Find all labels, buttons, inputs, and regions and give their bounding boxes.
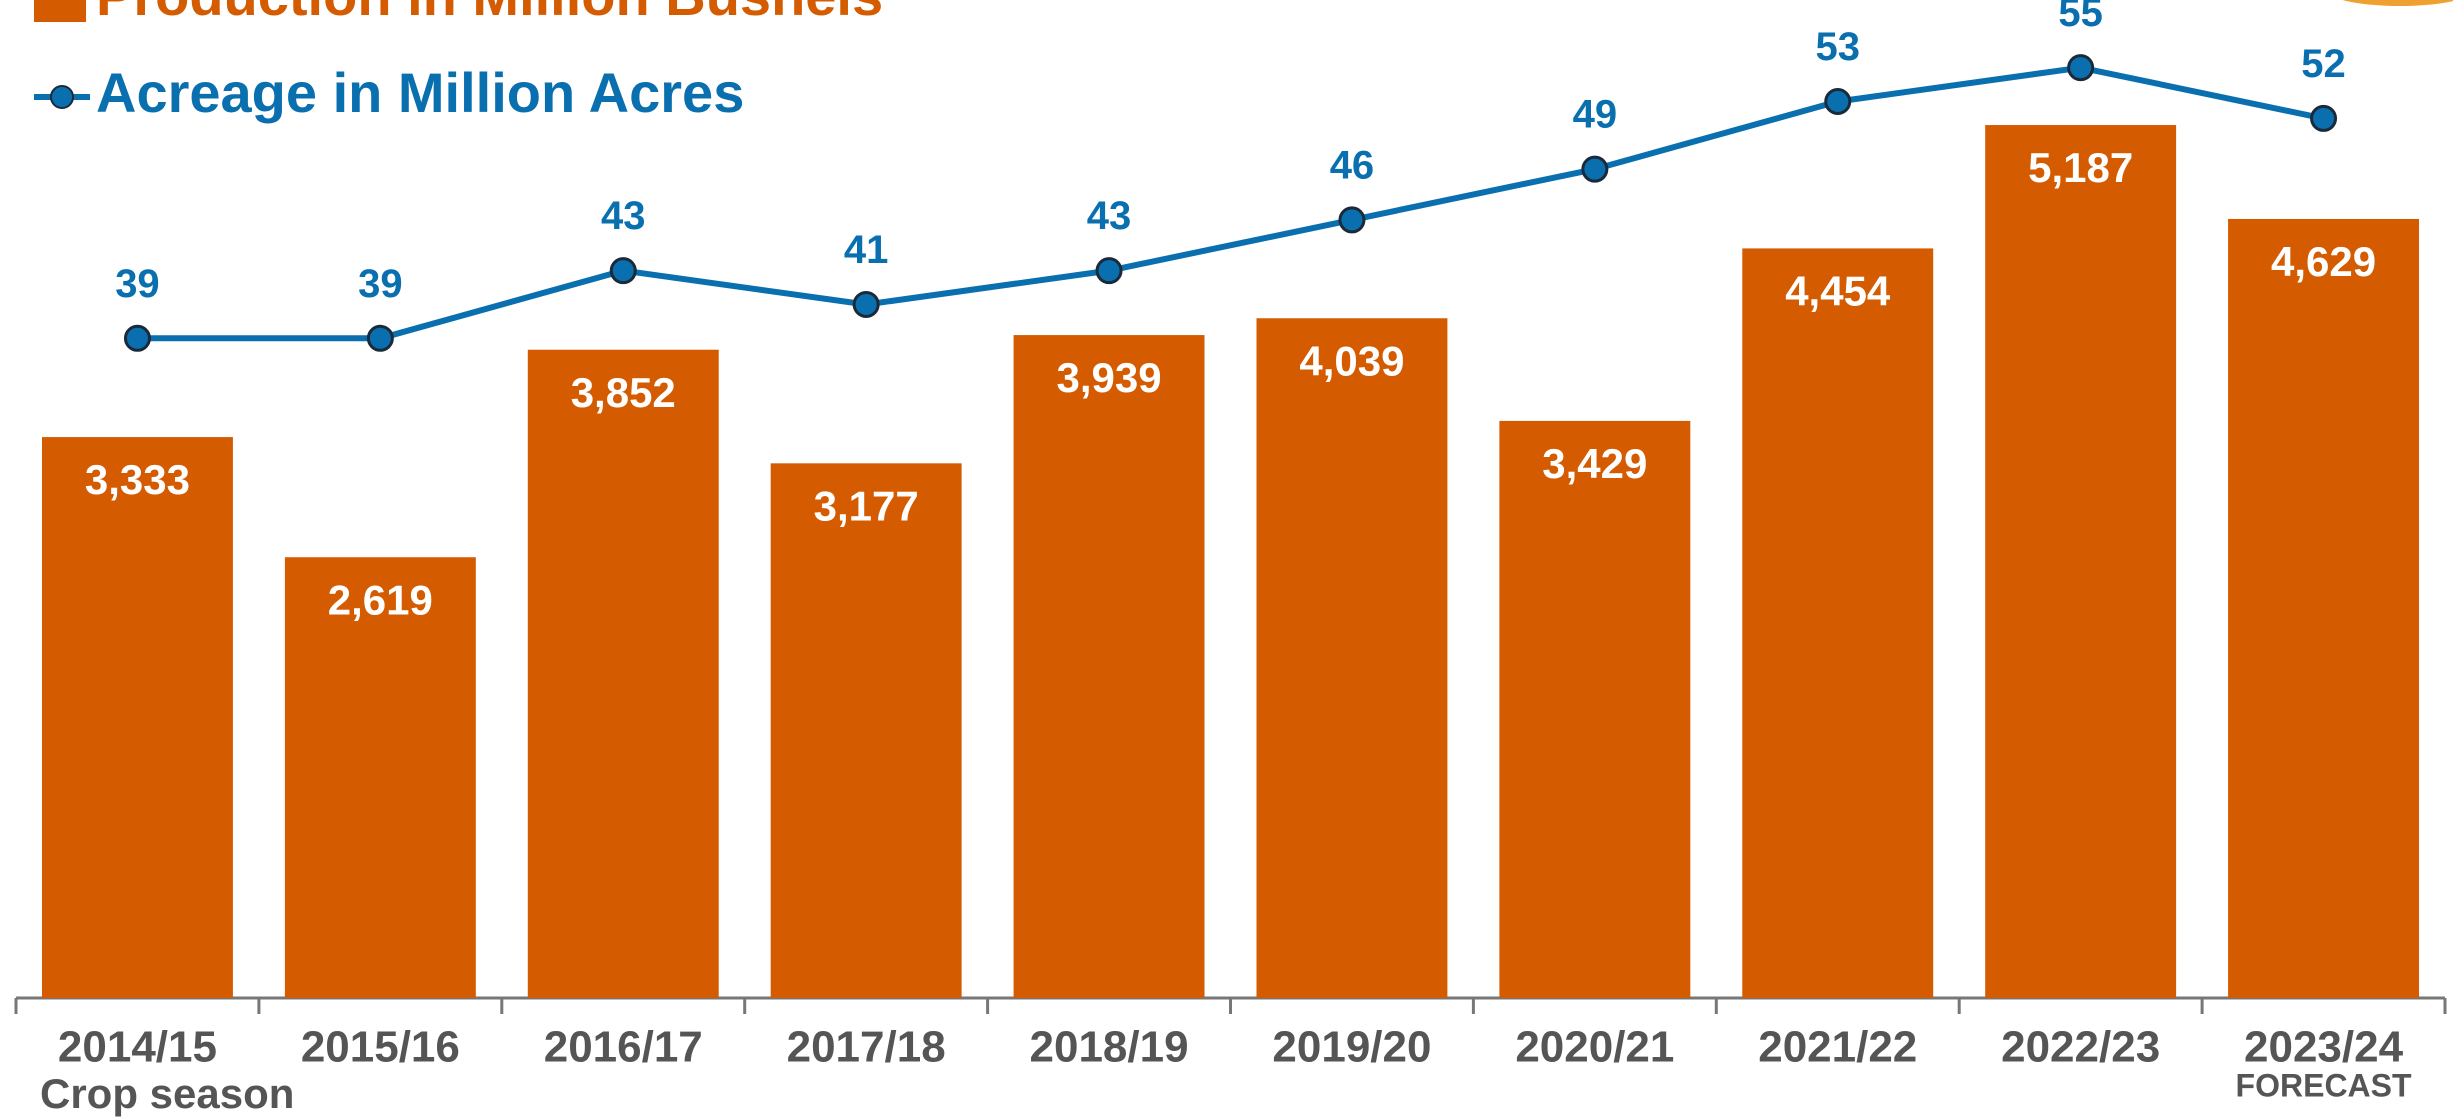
x-tick-label: 2018/19 [1030,1023,1189,1072]
bar [1256,318,1447,998]
line-value-label: 39 [358,262,403,306]
legend-label: Acreage in Million Acres [96,61,744,124]
bar-value-label: 3,939 [1056,354,1161,401]
bar-value-label: 3,852 [571,369,676,416]
bar-value-label: 4,454 [1785,267,1891,314]
bar [1742,248,1933,998]
x-tick-label: 2021/22 [1758,1023,1917,1072]
bar-value-label: 3,429 [1542,440,1647,487]
annotation: FORECAST [2236,1067,2412,1103]
line-point [854,292,878,316]
x-tick-label: 2023/24 [2244,1023,2404,1072]
line-point [2312,106,2336,130]
bar [771,463,962,998]
bar [1499,421,1690,998]
x-tick-label: 2019/20 [1272,1023,1431,1072]
bar-value-label: 2,619 [328,576,433,623]
bar [1985,125,2176,998]
line-point [368,326,392,350]
line-point [1826,89,1850,113]
line-value-label: 41 [844,228,889,272]
bar [528,350,719,998]
line-point [611,259,635,283]
line-point [1340,208,1364,232]
bar-value-label: 4,039 [1299,337,1404,384]
legend-label: Production in Million Bushels [96,0,883,27]
legend-swatch [51,86,73,108]
line-point [1097,259,1121,283]
x-axis-label: Crop season [40,1070,294,1117]
x-tick-label: 2022/23 [2001,1023,2160,1072]
line-value-label: 55 [2058,0,2103,35]
bar [1014,335,1205,998]
line-value-label: 43 [1087,194,1132,238]
x-tick-label: 2020/21 [1515,1023,1674,1072]
x-tick-label: 2014/15 [58,1023,217,1072]
bar-value-label: 3,177 [814,482,919,529]
line-value-label: 39 [115,262,160,306]
bar-value-label: 4,629 [2271,238,2376,285]
line-value-label: 52 [2301,42,2346,86]
line-point [125,326,149,350]
bar-value-label: 5,187 [2028,144,2133,191]
bar [285,557,476,998]
bar-value-label: 3,333 [85,456,190,503]
chart: Crop season Production in Million Bushel… [0,0,2453,1119]
x-tick-label: 2016/17 [544,1023,703,1072]
line-point [1583,157,1607,181]
line-value-label: 43 [601,194,646,238]
line-value-label: 46 [1330,143,1375,187]
line-point [2069,56,2093,80]
x-tick-label: 2015/16 [301,1023,460,1072]
legend-swatch [34,0,86,22]
bar [42,437,233,998]
bar [2228,219,2419,998]
line-value-label: 53 [1816,25,1861,69]
x-tick-label: 2017/18 [787,1023,946,1072]
line-value-label: 49 [1573,93,1618,137]
